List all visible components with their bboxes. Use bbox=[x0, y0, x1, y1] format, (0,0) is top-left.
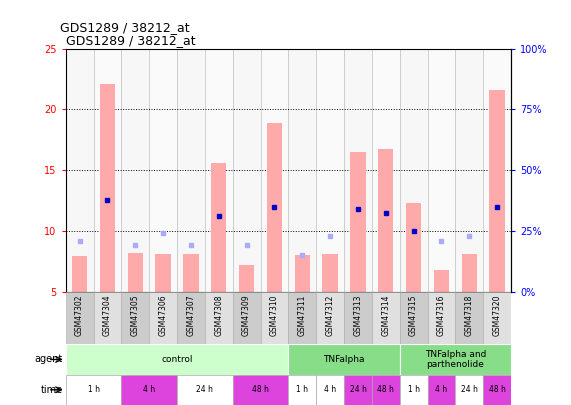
Bar bbox=[177, 49, 205, 292]
Text: GSM47307: GSM47307 bbox=[186, 294, 195, 336]
Text: 24 h: 24 h bbox=[196, 385, 214, 394]
Bar bbox=[400, 49, 428, 292]
Bar bbox=[233, 292, 260, 344]
Text: 1 h: 1 h bbox=[87, 385, 99, 394]
Bar bbox=[127, 253, 143, 292]
Bar bbox=[295, 255, 310, 292]
Bar bbox=[94, 292, 122, 344]
Text: GSM47313: GSM47313 bbox=[353, 294, 363, 336]
Text: GSM47318: GSM47318 bbox=[465, 294, 474, 336]
Text: 1 h: 1 h bbox=[408, 385, 420, 394]
Text: GSM47315: GSM47315 bbox=[409, 294, 418, 336]
Bar bbox=[233, 375, 288, 405]
Text: agent: agent bbox=[35, 354, 63, 364]
Bar bbox=[66, 375, 122, 405]
Bar bbox=[372, 49, 400, 292]
Bar bbox=[456, 292, 483, 344]
Text: GDS1289 / 38212_at: GDS1289 / 38212_at bbox=[60, 21, 190, 34]
Bar bbox=[483, 49, 511, 292]
Text: GSM47308: GSM47308 bbox=[214, 294, 223, 336]
Text: GSM47314: GSM47314 bbox=[381, 294, 391, 336]
Text: 48 h: 48 h bbox=[489, 385, 505, 394]
Bar bbox=[260, 49, 288, 292]
Text: TNFalpha and
parthenolide: TNFalpha and parthenolide bbox=[425, 350, 486, 369]
Bar bbox=[177, 375, 233, 405]
Bar bbox=[461, 254, 477, 292]
Bar bbox=[72, 256, 87, 292]
Text: TNFalpha: TNFalpha bbox=[323, 355, 365, 364]
Text: 48 h: 48 h bbox=[377, 385, 394, 394]
Bar bbox=[288, 375, 316, 405]
Bar bbox=[239, 265, 254, 292]
Text: GSM47316: GSM47316 bbox=[437, 294, 446, 336]
Text: GSM47310: GSM47310 bbox=[270, 294, 279, 336]
Text: 24 h: 24 h bbox=[461, 385, 478, 394]
Text: 1 h: 1 h bbox=[296, 385, 308, 394]
Bar bbox=[316, 292, 344, 344]
Bar bbox=[288, 292, 316, 344]
Text: GSM47304: GSM47304 bbox=[103, 294, 112, 336]
Text: GSM47320: GSM47320 bbox=[493, 294, 502, 336]
Bar bbox=[434, 270, 449, 292]
Bar bbox=[260, 292, 288, 344]
Bar bbox=[483, 292, 511, 344]
Bar bbox=[400, 375, 428, 405]
Text: GSM47312: GSM47312 bbox=[325, 294, 335, 336]
Text: 4 h: 4 h bbox=[324, 385, 336, 394]
Bar bbox=[350, 152, 365, 292]
Bar bbox=[456, 49, 483, 292]
Bar bbox=[177, 292, 205, 344]
Bar bbox=[406, 203, 421, 292]
Bar bbox=[205, 292, 233, 344]
Bar bbox=[149, 49, 177, 292]
Bar bbox=[267, 123, 282, 292]
Bar bbox=[428, 375, 456, 405]
Bar bbox=[344, 49, 372, 292]
Bar bbox=[211, 163, 227, 292]
Bar bbox=[372, 292, 400, 344]
Bar bbox=[122, 375, 177, 405]
Bar bbox=[94, 49, 122, 292]
Text: GSM47305: GSM47305 bbox=[131, 294, 140, 336]
Bar bbox=[100, 84, 115, 292]
Text: GSM47309: GSM47309 bbox=[242, 294, 251, 336]
Text: 4 h: 4 h bbox=[143, 385, 155, 394]
Bar bbox=[288, 344, 400, 375]
Text: GSM47302: GSM47302 bbox=[75, 294, 84, 336]
Bar bbox=[344, 375, 372, 405]
Text: 48 h: 48 h bbox=[252, 385, 269, 394]
Text: 4 h: 4 h bbox=[436, 385, 448, 394]
Bar bbox=[316, 375, 344, 405]
Text: GSM47311: GSM47311 bbox=[297, 294, 307, 336]
Bar bbox=[233, 49, 260, 292]
Bar bbox=[372, 375, 400, 405]
Bar bbox=[344, 292, 372, 344]
Bar bbox=[122, 49, 149, 292]
Bar bbox=[122, 292, 149, 344]
Text: 24 h: 24 h bbox=[349, 385, 367, 394]
Bar bbox=[428, 292, 456, 344]
Text: control: control bbox=[161, 355, 193, 364]
Bar bbox=[400, 344, 511, 375]
Bar bbox=[316, 49, 344, 292]
Bar bbox=[323, 254, 338, 292]
Bar bbox=[66, 49, 94, 292]
Bar bbox=[66, 344, 288, 375]
Bar bbox=[183, 254, 199, 292]
Bar bbox=[400, 292, 428, 344]
Bar bbox=[288, 49, 316, 292]
Text: GSM47306: GSM47306 bbox=[159, 294, 168, 336]
Bar bbox=[66, 292, 94, 344]
Bar bbox=[149, 292, 177, 344]
Text: GDS1289 / 38212_at: GDS1289 / 38212_at bbox=[66, 34, 195, 47]
Bar bbox=[489, 90, 505, 292]
Bar bbox=[483, 375, 511, 405]
Bar bbox=[378, 149, 393, 292]
Bar bbox=[428, 49, 456, 292]
Bar bbox=[456, 375, 483, 405]
Bar bbox=[205, 49, 233, 292]
Text: time: time bbox=[41, 385, 63, 395]
Bar bbox=[155, 254, 171, 292]
